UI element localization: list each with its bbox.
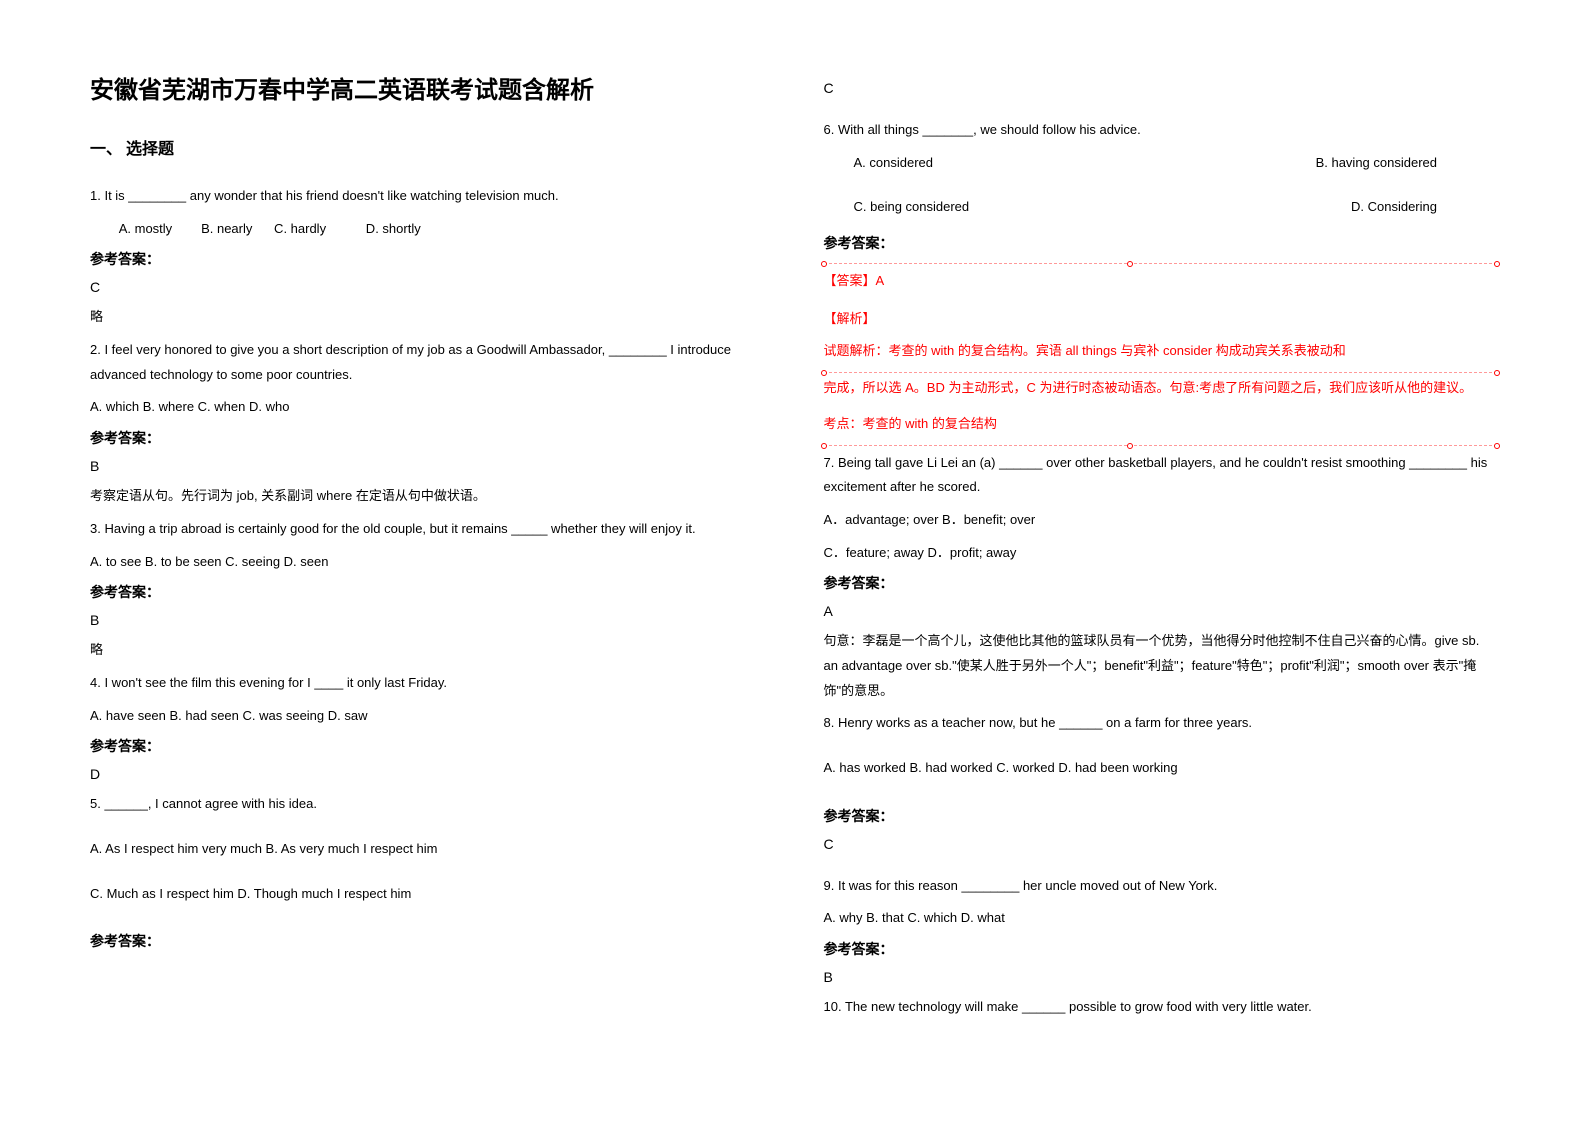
q5-options-b: C. Much as I respect him D. Though much … bbox=[90, 882, 764, 907]
q2-options: A. which B. where C. when D. who bbox=[90, 395, 764, 420]
q6-red-text2: 完成，所以选 A。BD 为主动形式，C 为进行时态被动语态。句意:考虑了所有问题… bbox=[824, 373, 1498, 404]
q6-opt-d: D. Considering bbox=[1351, 195, 1437, 220]
q2-explanation: 考察定语从句。先行词为 job, 关系副词 where 在定语从句中做状语。 bbox=[90, 484, 764, 509]
q3-answer: B bbox=[90, 612, 764, 628]
q7-options1: A．advantage; over B．benefit; over bbox=[824, 508, 1498, 533]
q1-explanation: 略 bbox=[90, 305, 764, 330]
q5-options-a: A. As I respect him very much B. As very… bbox=[90, 837, 764, 862]
page-title: 安徽省芜湖市万春中学高二英语联考试题含解析 bbox=[90, 70, 764, 105]
q6-text: 6. With all things _______, we should fo… bbox=[824, 118, 1498, 143]
q8-text: 8. Henry works as a teacher now, but he … bbox=[824, 711, 1498, 736]
q9-text: 9. It was for this reason ________ her u… bbox=[824, 874, 1498, 899]
q1-text: 1. It is ________ any wonder that his fr… bbox=[90, 184, 764, 209]
q7-answer-label: 参考答案： bbox=[824, 573, 1498, 593]
q3-answer-label: 参考答案： bbox=[90, 582, 764, 602]
q2-answer-label: 参考答案： bbox=[90, 428, 764, 448]
q9-options: A. why B. that C. which D. what bbox=[824, 906, 1498, 931]
q5-text: 5. ______, I cannot agree with his idea. bbox=[90, 792, 764, 817]
q1-options: A. mostly B. nearly C. hardly D. shortly bbox=[90, 217, 764, 242]
q6-red-text1: 试题解析：考查的 with 的复合结构。宾语 all things 与宾补 co… bbox=[824, 339, 1498, 364]
q6-opt-c: C. being considered bbox=[854, 195, 970, 220]
q3-text: 3. Having a trip abroad is certainly goo… bbox=[90, 517, 764, 542]
q8-options: A. has worked B. had worked C. worked D.… bbox=[824, 756, 1498, 781]
q6-answer-label: 参考答案： bbox=[824, 233, 1498, 253]
right-column: C 6. With all things _______, we should … bbox=[824, 70, 1498, 1028]
left-column: 安徽省芜湖市万春中学高二英语联考试题含解析 一、 选择题 1. It is __… bbox=[90, 70, 764, 1028]
q7-explanation: 句意：李磊是一个高个儿，这使他比其他的篮球队员有一个优势，当他得分时他控制不住自… bbox=[824, 629, 1498, 703]
q7-text: 7. Being tall gave Li Lei an (a) ______ … bbox=[824, 451, 1498, 500]
q3-explanation: 略 bbox=[90, 638, 764, 663]
q7-answer: A bbox=[824, 603, 1498, 619]
q4-answer: D bbox=[90, 766, 764, 782]
q8-answer: C bbox=[824, 836, 1498, 852]
q3-options: A. to see B. to be seen C. seeing D. see… bbox=[90, 550, 764, 575]
q9-answer: B bbox=[824, 969, 1498, 985]
q6-red-text3: 考点：考查的 with 的复合结构 bbox=[824, 412, 1498, 437]
q9-answer-label: 参考答案： bbox=[824, 939, 1498, 959]
q6-red-answer: 【答案】A bbox=[824, 264, 1498, 299]
q1-answer-label: 参考答案： bbox=[90, 249, 764, 269]
q10-text: 10. The new technology will make ______ … bbox=[824, 995, 1498, 1020]
q4-answer-label: 参考答案： bbox=[90, 736, 764, 756]
q7-options2: C．feature; away D．profit; away bbox=[824, 541, 1498, 566]
q8-answer-label: 参考答案： bbox=[824, 806, 1498, 826]
q6-opt-b: B. having considered bbox=[1316, 151, 1437, 176]
q5-answer-label: 参考答案： bbox=[90, 931, 764, 951]
q2-answer: B bbox=[90, 458, 764, 474]
q6-opt-a: A. considered bbox=[854, 151, 934, 176]
q4-text: 4. I won't see the film this evening for… bbox=[90, 671, 764, 696]
section-header: 一、 选择题 bbox=[90, 135, 764, 159]
q6-red-exp-label: 【解析】 bbox=[824, 307, 1498, 332]
q1-answer: C bbox=[90, 279, 764, 295]
q4-options: A. have seen B. had seen C. was seeing D… bbox=[90, 704, 764, 729]
q2-text: 2. I feel very honored to give you a sho… bbox=[90, 338, 764, 387]
q5-answer: C bbox=[824, 80, 1498, 96]
